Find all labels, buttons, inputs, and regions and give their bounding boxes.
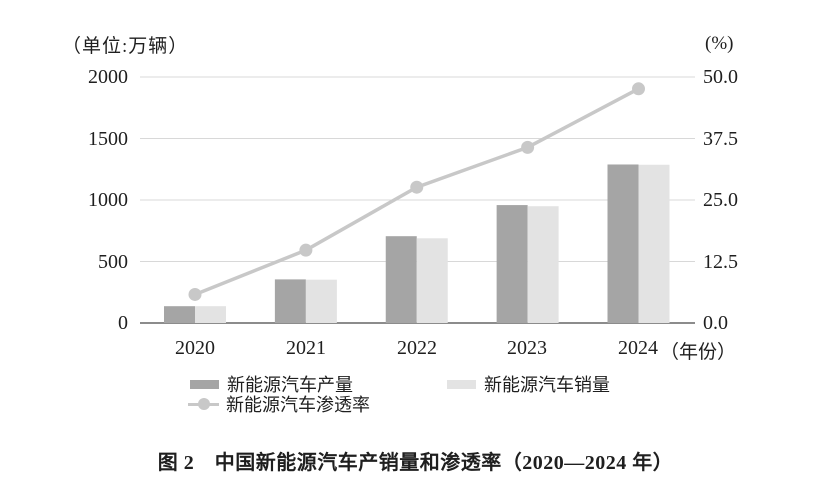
- left-axis-unit-label: （单位:万辆）: [62, 36, 189, 57]
- production-bar: [607, 164, 639, 323]
- left-axis-tick-label: 1500: [88, 128, 128, 150]
- legend-item-penetration: 新能源汽车渗透率: [188, 394, 370, 415]
- production-bar: [496, 205, 528, 323]
- sales-bar: [638, 164, 670, 323]
- penetration-marker: [299, 243, 313, 257]
- sales-legend-swatch: [447, 379, 476, 389]
- penetration-marker: [188, 287, 202, 301]
- right-axis-tick-label: 0.0: [703, 312, 728, 334]
- left-axis-tick-label: 0: [118, 312, 128, 334]
- right-axis-tick-label: 12.5: [703, 251, 738, 273]
- sales-bar: [305, 279, 337, 323]
- production-bar: [274, 279, 306, 323]
- production-bar: [164, 306, 195, 323]
- right-axis-tick-label: 37.5: [703, 128, 738, 150]
- x-axis-tick-label: 2020: [175, 337, 215, 359]
- left-axis-tick-label: 1000: [88, 189, 128, 211]
- sales-bar: [527, 206, 559, 323]
- penetration-legend-swatch: [188, 398, 219, 410]
- legend-label-sales: 新能源汽车销量: [484, 375, 610, 395]
- x-axis-unit-label: （年份）: [660, 342, 737, 363]
- penetration-marker: [410, 180, 424, 194]
- x-axis-tick-label: 2023: [507, 337, 547, 359]
- left-axis-tick-label: 2000: [88, 66, 128, 88]
- left-axis-tick-label: 500: [98, 251, 128, 273]
- sales-bar: [195, 306, 226, 323]
- right-axis-tick-label: 50.0: [703, 66, 738, 88]
- penetration-marker: [632, 82, 645, 96]
- legend-label-penetration: 新能源汽车渗透率: [226, 395, 370, 415]
- legend-item-production: 新能源汽车产量: [190, 374, 353, 395]
- x-axis-tick-label: 2022: [397, 337, 437, 359]
- figure-caption: 图 2 中国新能源汽车产销量和渗透率（2020—2024 年）: [157, 452, 674, 474]
- right-axis-unit-label: (%): [705, 33, 734, 54]
- legend-label-production: 新能源汽车产量: [227, 375, 353, 395]
- x-axis-tick-label: 2021: [286, 337, 326, 359]
- legend-item-sales: 新能源汽车销量: [447, 374, 610, 395]
- production-legend-swatch: [190, 379, 219, 389]
- x-axis-tick-label: 2024: [618, 337, 658, 359]
- penetration-marker: [521, 140, 535, 154]
- sales-bar: [416, 238, 448, 323]
- production-bar: [385, 236, 417, 323]
- right-axis-tick-label: 25.0: [703, 189, 738, 211]
